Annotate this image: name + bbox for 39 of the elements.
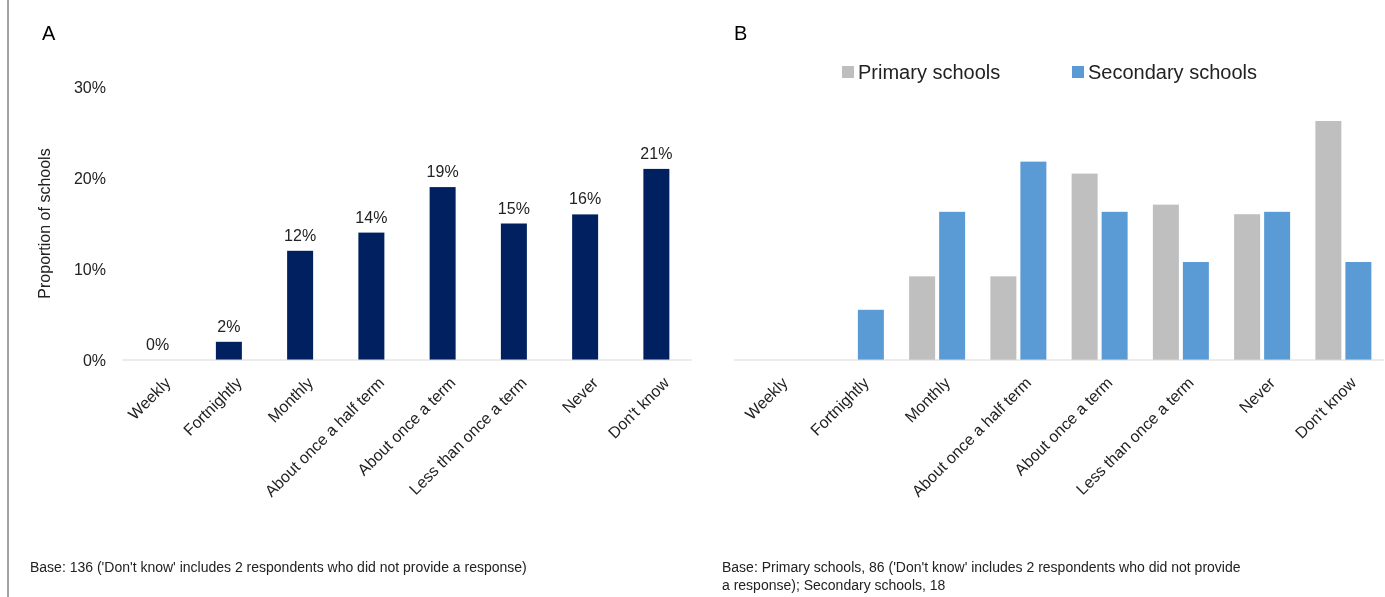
text: Base: Primary schools, 86 ('Don't know' includes 2 respondents who did not provide a response); Secondary schools, 18 (722, 559, 1241, 593)
data-label: 0% (146, 336, 170, 353)
bar (287, 250, 314, 360)
bar (1264, 211, 1291, 360)
bar (1071, 173, 1098, 360)
bar (1315, 121, 1342, 360)
data-label: 2% (217, 317, 241, 335)
bar (939, 211, 966, 360)
bar (909, 276, 936, 360)
chart-title: A (42, 22, 56, 44)
data-label: 19% (426, 163, 459, 181)
legend-label: Secondary schools (1088, 61, 1257, 83)
y-tick-label: 20% (73, 169, 106, 187)
bar (429, 187, 456, 360)
bar (1345, 262, 1372, 360)
bar (572, 214, 599, 360)
legend-label: Primary schools (858, 61, 1001, 83)
bar (1182, 262, 1209, 360)
y-tick-label: 10% (73, 260, 106, 278)
y-tick-label: 0% (82, 351, 106, 369)
data-label: 15% (497, 199, 530, 217)
chart-title: B (734, 22, 748, 44)
data-label: 16% (569, 190, 602, 208)
bar (643, 168, 670, 360)
y-tick-label: 30% (73, 78, 106, 96)
bar (358, 232, 385, 360)
bar (500, 223, 527, 360)
bar (857, 309, 884, 360)
bar (1020, 161, 1047, 360)
data-label: 21% (640, 144, 673, 162)
bar (1234, 214, 1261, 360)
bar (1152, 204, 1179, 360)
data-label: 12% (284, 226, 317, 244)
text: Base: 136 ('Don't know' includes 2 respondents who did not provide a response) (30, 559, 527, 575)
y-axis-title: Proportion of schools (36, 148, 53, 299)
data-label: 14% (355, 208, 388, 226)
bar (215, 341, 242, 360)
bar (1101, 211, 1128, 360)
bar (990, 276, 1017, 360)
